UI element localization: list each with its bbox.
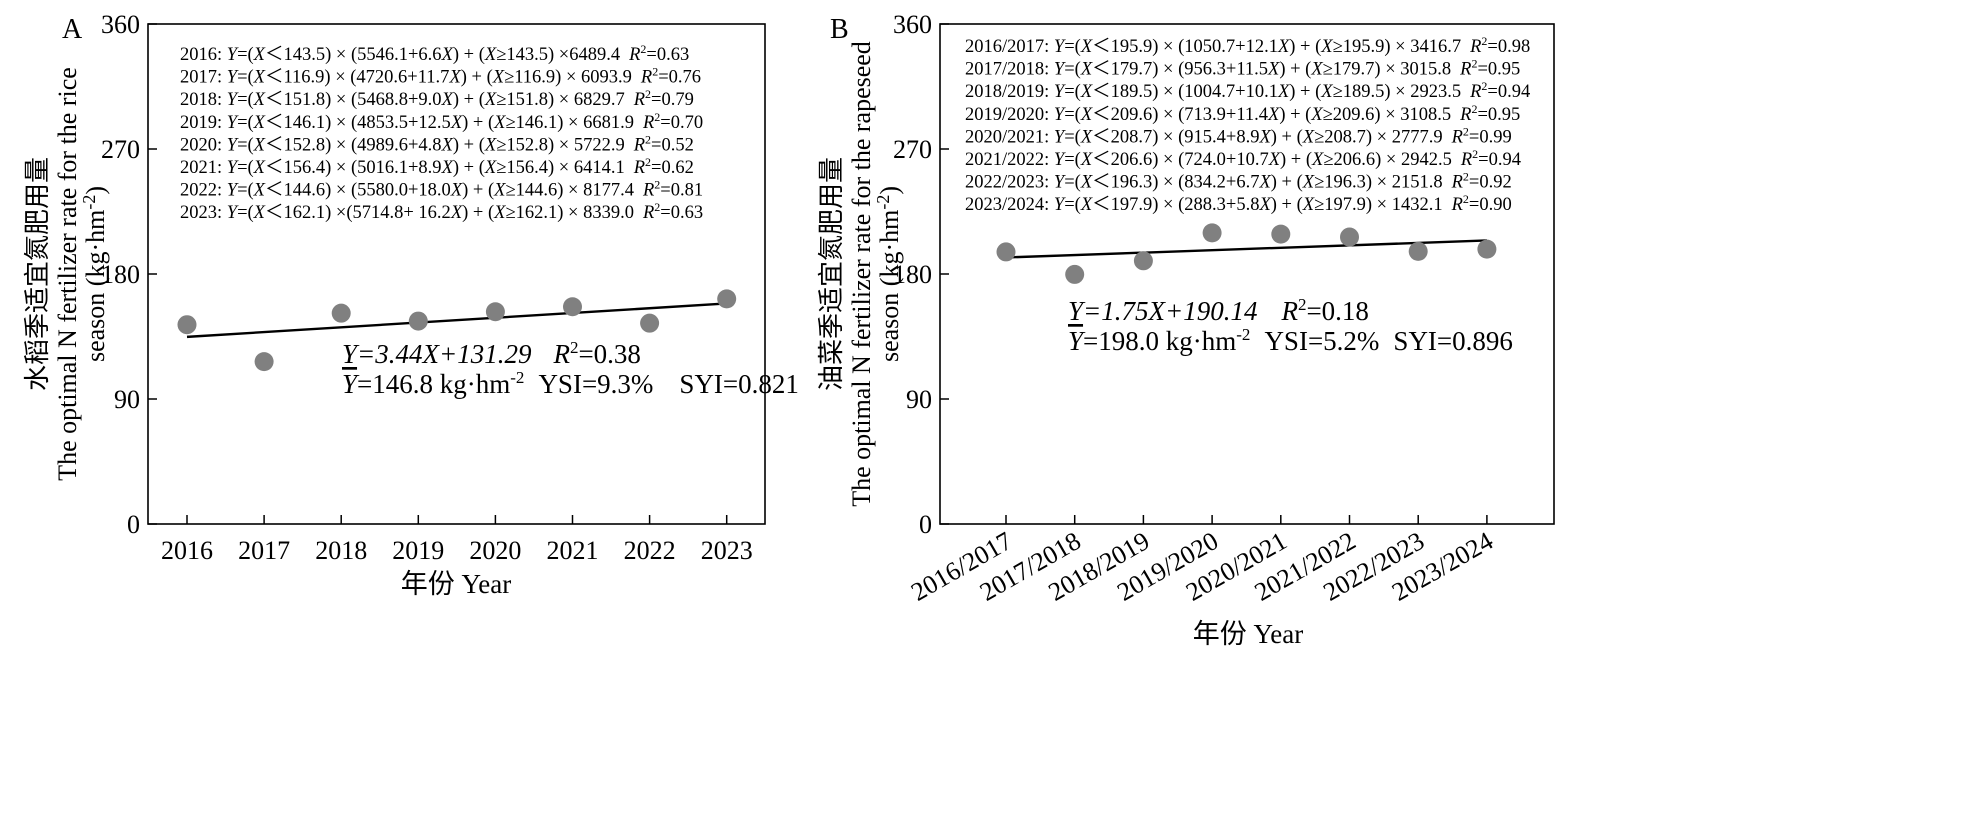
panel-b-trend-line xyxy=(1005,239,1487,259)
panel-a-y-tick-label: 90 xyxy=(114,385,140,414)
panel-a-equation-row: 2021: Y=(X＜156.4) × (5016.1+8.9X) + (X≥1… xyxy=(180,155,694,178)
panel-b-regression-line: Y=1.75X+190.14 R2=0.18 xyxy=(1068,295,1369,326)
panel-a-data-point xyxy=(254,352,274,372)
panel-b-equation-row: 2019/2020: Y=(X＜209.6) × (713.9+11.4X) +… xyxy=(965,102,1520,125)
panel-a-x-axis-title: 年份 Year xyxy=(401,569,512,599)
panel-b-letter: B xyxy=(830,14,849,45)
panel-b-trend xyxy=(1005,239,1487,259)
panel-a-equation-row: 2020: Y=(X＜152.8) × (4989.6+4.8X) + (X≥1… xyxy=(180,132,694,155)
panel-b-data-point xyxy=(996,242,1016,262)
panel-a-y-tick-label: 270 xyxy=(101,135,140,164)
panel-b-data-point xyxy=(1202,223,1222,243)
panel-b-x-axis-title: 年份 Year xyxy=(1193,619,1304,649)
panel-a-data-point xyxy=(640,313,660,333)
panel-b-y-axis-title: 油菜季适宜氮肥用量 The optimal N fertilizer rate … xyxy=(817,41,904,507)
panel-b-y-tick-label: 0 xyxy=(919,510,932,539)
panel-a-data-point xyxy=(331,303,351,323)
panel-b-data-point xyxy=(1133,251,1153,271)
panel-b-ylabel-en-line2: season (kg·hm-2) xyxy=(873,186,904,362)
panel-a-equation-row: 2016: Y=(X＜143.5) × (5546.1+6.6X) + (X≥1… xyxy=(180,42,689,65)
panel-a-x-tick-label: 2023 xyxy=(701,536,753,565)
panel-b-data-point xyxy=(1340,227,1359,247)
panel-a-trend-line xyxy=(186,302,727,339)
panel-a-y-tick-label: 180 xyxy=(101,260,140,289)
panel-a-equation-row: 2019: Y=(X＜146.1) × (4853.5+12.5X) + (X≥… xyxy=(180,110,703,133)
panel-b-equation-row: 2020/2021: Y=(X＜208.7) × (915.4+8.9X) + … xyxy=(965,124,1512,147)
panel-a-x-tick-label: 2016 xyxy=(161,536,213,565)
panel-a-equations: 2016: Y=(X＜143.5) × (5546.1+6.6X) + (X≥1… xyxy=(180,42,703,223)
panel-a-data-point xyxy=(563,297,582,317)
panel-b-equation-row: 2022/2023: Y=(X＜196.3) × (834.2+6.7X) + … xyxy=(965,170,1512,193)
panel-b-y-tick-label: 180 xyxy=(893,260,932,289)
panel-b-equation-row: 2017/2018: Y=(X＜179.7) × (956.3+11.5X) +… xyxy=(965,57,1520,80)
panel-a-ylabel-en-line2: season (kg·hm-2) xyxy=(79,186,110,362)
panel-b-y-tick-label: 360 xyxy=(893,10,932,39)
panel-a-mean-line: Y=146.8 kg·hm-2 YSI=9.3% SYI=0.821 xyxy=(342,368,799,399)
panel-a-x-tick-label: 2019 xyxy=(392,536,444,565)
panel-a-equation-row: 2018: Y=(X＜151.8) × (5468.8+9.0X) + (X≥1… xyxy=(180,87,694,110)
panel-a-y-axis-title: 水稻季适宜氮肥用量 The optimal N fertilizer rate … xyxy=(23,67,110,481)
panel-b-data-point xyxy=(1408,241,1428,261)
panel-a-x-tick-label: 2017 xyxy=(238,536,290,565)
panel-b-equation-row: 2021/2022: Y=(X＜206.6) × (724.0+10.7X) +… xyxy=(965,147,1521,170)
panel-a-x-tick-label: 2021 xyxy=(547,536,599,565)
panel-a-equation-row: 2017: Y=(X＜116.9) × (4720.6+11.7X) + (X≥… xyxy=(180,65,701,88)
panel-a-equation-row: 2023: Y=(X＜162.1) ×(5714.8+ 16.2X) + (X≥… xyxy=(180,200,703,223)
panel-a-regression-line: Y=3.44X+131.29 R2=0.38 xyxy=(342,338,641,369)
panel-a-data-point xyxy=(717,289,737,309)
panel-a-x-tick-label: 2020 xyxy=(469,536,521,565)
panel-b-ylabel-cn: 油菜季适宜氮肥用量 xyxy=(817,157,846,391)
panel-a-trend xyxy=(186,302,727,339)
panel-a-ylabel-cn: 水稻季适宜氮肥用量 xyxy=(23,157,52,391)
panel-a-equation-row: 2022: Y=(X＜144.6) × (5580.0+18.0X) + (X≥… xyxy=(180,178,703,201)
panel-a-y-tick-label: 360 xyxy=(101,10,140,39)
panel-a-data-point xyxy=(485,302,505,322)
panel-b-mean-line: Y=198.0 kg·hm-2 YSI=5.2% SYI=0.896 xyxy=(1068,325,1513,356)
panel-a-x-tick-label: 2018 xyxy=(315,536,367,565)
panel-b-data-point xyxy=(1065,264,1085,284)
panel-a-data-point xyxy=(177,315,197,335)
panel-a-axes: 0 90 180 270 360 2016 2017 2018 2019 2020 2021 2022… xyxy=(101,10,753,565)
panel-a-ylabel-en-line1: The optimal N fertilizer rate for the ri… xyxy=(53,67,82,481)
panel-b: B 油菜季适宜氮肥用量 The optimal N fertilizer rat… xyxy=(817,10,1555,649)
panel-b-equations: 2016/2017: Y=(X＜195.9) × (1050.7+12.1X) … xyxy=(965,34,1530,215)
panel-a-x-tick-label: 2022 xyxy=(624,536,676,565)
panel-a-letter: A xyxy=(62,14,83,45)
panel-a-points xyxy=(177,289,737,372)
panel-b-points xyxy=(996,223,1497,284)
panel-a: A 水稻季适宜氮肥用量 The optimal N fertilizer rat… xyxy=(23,10,799,599)
panel-b-equation-row: 2018/2019: Y=(X＜189.5) × (1004.7+10.1X) … xyxy=(965,79,1530,102)
panel-b-equation-row: 2023/2024: Y=(X＜197.9) × (288.3+5.8X) + … xyxy=(965,192,1512,215)
panel-b-ylabel-en-line1: The optimal N fertilizer rate for the ra… xyxy=(847,41,876,507)
panel-b-data-point xyxy=(1271,224,1291,244)
panel-b-equation-row: 2016/2017: Y=(X＜195.9) × (1050.7+12.1X) … xyxy=(965,34,1530,57)
panel-b-y-tick-label: 90 xyxy=(906,385,932,414)
panel-b-y-tick-label: 270 xyxy=(893,135,932,164)
panel-a-data-point xyxy=(408,311,428,331)
panel-a-y-tick-label: 0 xyxy=(127,510,140,539)
panel-b-data-point xyxy=(1477,239,1497,259)
